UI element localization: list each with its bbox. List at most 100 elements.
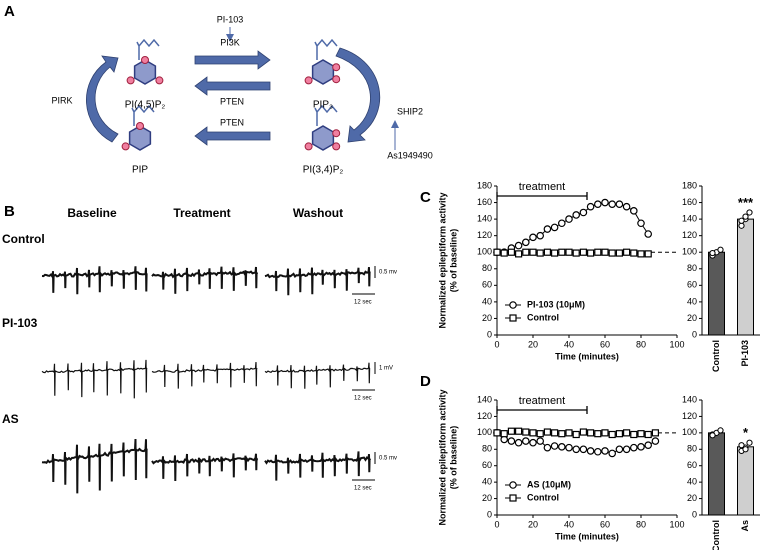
y-tick-label: 100 — [477, 247, 492, 257]
phosphate — [332, 63, 341, 72]
marker — [637, 443, 645, 451]
bar — [737, 446, 754, 516]
marker — [522, 428, 530, 436]
ring — [133, 59, 157, 85]
trace — [264, 451, 371, 481]
x-tick-label: 40 — [564, 339, 574, 349]
trace — [41, 266, 148, 295]
y-tick-label: 80 — [482, 444, 492, 454]
x-tick-label: PI-103 — [740, 340, 750, 367]
traces: 0.5 mv 12 sec 1 mV 12 sec 0.5 mv 12 sec — [41, 266, 397, 494]
marker — [579, 248, 588, 256]
y-tick-label: 140 — [682, 394, 697, 404]
panel-label: C — [420, 189, 431, 206]
y-tick-label: 40 — [482, 477, 492, 487]
x-tick-label: 0 — [494, 519, 499, 529]
marker — [565, 248, 573, 256]
tail — [131, 104, 155, 126]
point — [709, 432, 716, 439]
marker — [630, 430, 638, 439]
marker — [644, 430, 652, 439]
y-tick-label: 160 — [477, 197, 492, 207]
marker — [543, 443, 552, 452]
point — [709, 249, 716, 257]
marker — [565, 429, 573, 437]
marker — [629, 443, 638, 452]
point — [746, 209, 753, 216]
marker — [615, 430, 624, 438]
marker — [651, 437, 660, 445]
bar — [708, 432, 725, 516]
phosphate — [126, 76, 135, 85]
treatment-bar — [496, 192, 588, 200]
y-tick-label: 140 — [477, 394, 492, 404]
marker — [615, 249, 624, 257]
marker — [637, 250, 645, 258]
marker — [565, 215, 573, 223]
marker — [593, 200, 602, 209]
marker — [536, 437, 545, 445]
x-tick-label: 0 — [494, 339, 499, 349]
y-tick-label: 160 — [682, 197, 697, 207]
marker — [507, 437, 516, 445]
enzyme: PI3K — [220, 37, 240, 47]
marker — [608, 200, 617, 209]
x-tick-label: 80 — [636, 339, 646, 349]
y-tick-label: 60 — [687, 280, 697, 290]
marker — [529, 429, 537, 437]
phosphate — [304, 142, 313, 151]
legend-marker — [509, 481, 517, 489]
marker — [637, 219, 645, 228]
legend-label: Control — [527, 312, 559, 322]
marker — [608, 249, 616, 257]
marker — [529, 438, 537, 447]
point — [738, 222, 745, 229]
enzyme: PIRK — [51, 95, 72, 105]
marker — [572, 445, 581, 454]
y-tick-label: 60 — [482, 460, 492, 470]
y-tick-label: 0 — [692, 509, 697, 519]
node-label: PI(3,4)P₂ — [303, 165, 344, 176]
y-tick-label: 120 — [477, 230, 492, 240]
x-tick-label: 80 — [636, 519, 646, 529]
marker — [536, 249, 544, 257]
x-tick-label: 40 — [564, 519, 574, 529]
y-tick-label: 120 — [477, 411, 492, 421]
marker — [622, 445, 631, 454]
marker — [521, 238, 530, 247]
marker — [507, 427, 515, 435]
marker — [601, 198, 609, 207]
phosphate — [332, 75, 341, 84]
marker — [586, 202, 595, 211]
enzyme: SHIP2 — [397, 106, 423, 116]
bar — [737, 218, 754, 336]
marker — [572, 249, 580, 257]
marker — [558, 430, 566, 438]
point — [742, 446, 749, 453]
y-tick-label: 100 — [682, 247, 697, 257]
marker — [601, 447, 609, 455]
marker — [579, 445, 588, 454]
marker — [615, 445, 624, 454]
x-tick-label: 100 — [669, 339, 684, 349]
phosphate — [141, 56, 149, 64]
marker — [543, 248, 552, 256]
scale-label: 12 sec — [354, 300, 372, 306]
legend-label: Control — [527, 492, 559, 502]
column-header: Treatment — [173, 206, 230, 220]
panel-label: B — [4, 203, 15, 220]
x-tick-label: Control — [711, 520, 721, 550]
trace — [151, 453, 258, 482]
legend-marker — [509, 314, 517, 322]
tail — [314, 104, 338, 126]
marker — [550, 442, 559, 450]
molecules — [121, 38, 341, 151]
marker — [493, 248, 501, 256]
panel-label: A — [4, 3, 15, 20]
point — [717, 246, 724, 253]
ring — [311, 59, 335, 85]
marker — [644, 230, 653, 238]
scale-label: 12 sec — [354, 396, 372, 402]
treatment-bar — [496, 406, 588, 414]
significance: * — [743, 425, 749, 440]
